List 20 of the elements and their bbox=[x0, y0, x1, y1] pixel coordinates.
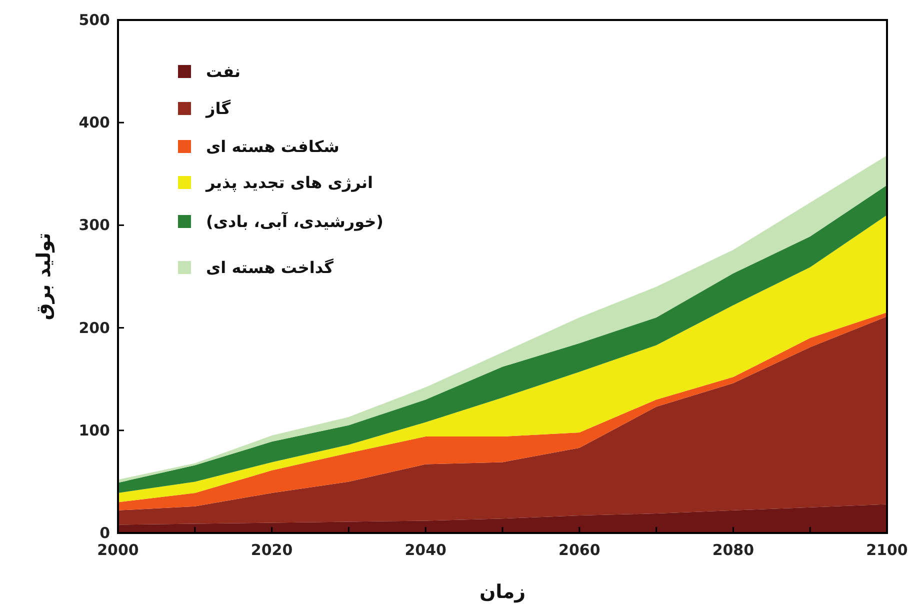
legend-label: شکافت هسته ای bbox=[206, 137, 340, 156]
legend-label: گداخت هسته ای bbox=[206, 258, 334, 277]
x-tick-label: 2020 bbox=[250, 541, 293, 559]
y-tick-label: 200 bbox=[78, 318, 110, 337]
x-tick-label: 2080 bbox=[712, 541, 754, 559]
y-tick-label: 400 bbox=[78, 114, 110, 132]
legend-label: (خورشیدی، آبی، بادی) bbox=[206, 211, 384, 231]
x-tick-label: 2040 bbox=[404, 541, 446, 559]
x-tick-label: 2060 bbox=[558, 541, 600, 559]
x-tick-label: 2100 bbox=[866, 541, 908, 559]
legend-label: گاز bbox=[205, 99, 232, 118]
legend-label: انرژی های تجدید پذیر bbox=[205, 173, 374, 192]
x-axis-title: زمان bbox=[479, 581, 526, 603]
y-tick-label: 100 bbox=[78, 421, 110, 440]
y-tick-label: 500 bbox=[78, 11, 110, 29]
y-tick-label: 300 bbox=[78, 216, 110, 234]
y-tick-label: 0 bbox=[100, 524, 110, 542]
y-axis-title: تولید برق bbox=[33, 232, 55, 320]
legend-label: نفت bbox=[206, 62, 240, 81]
x-tick-label: 2000 bbox=[97, 541, 139, 559]
